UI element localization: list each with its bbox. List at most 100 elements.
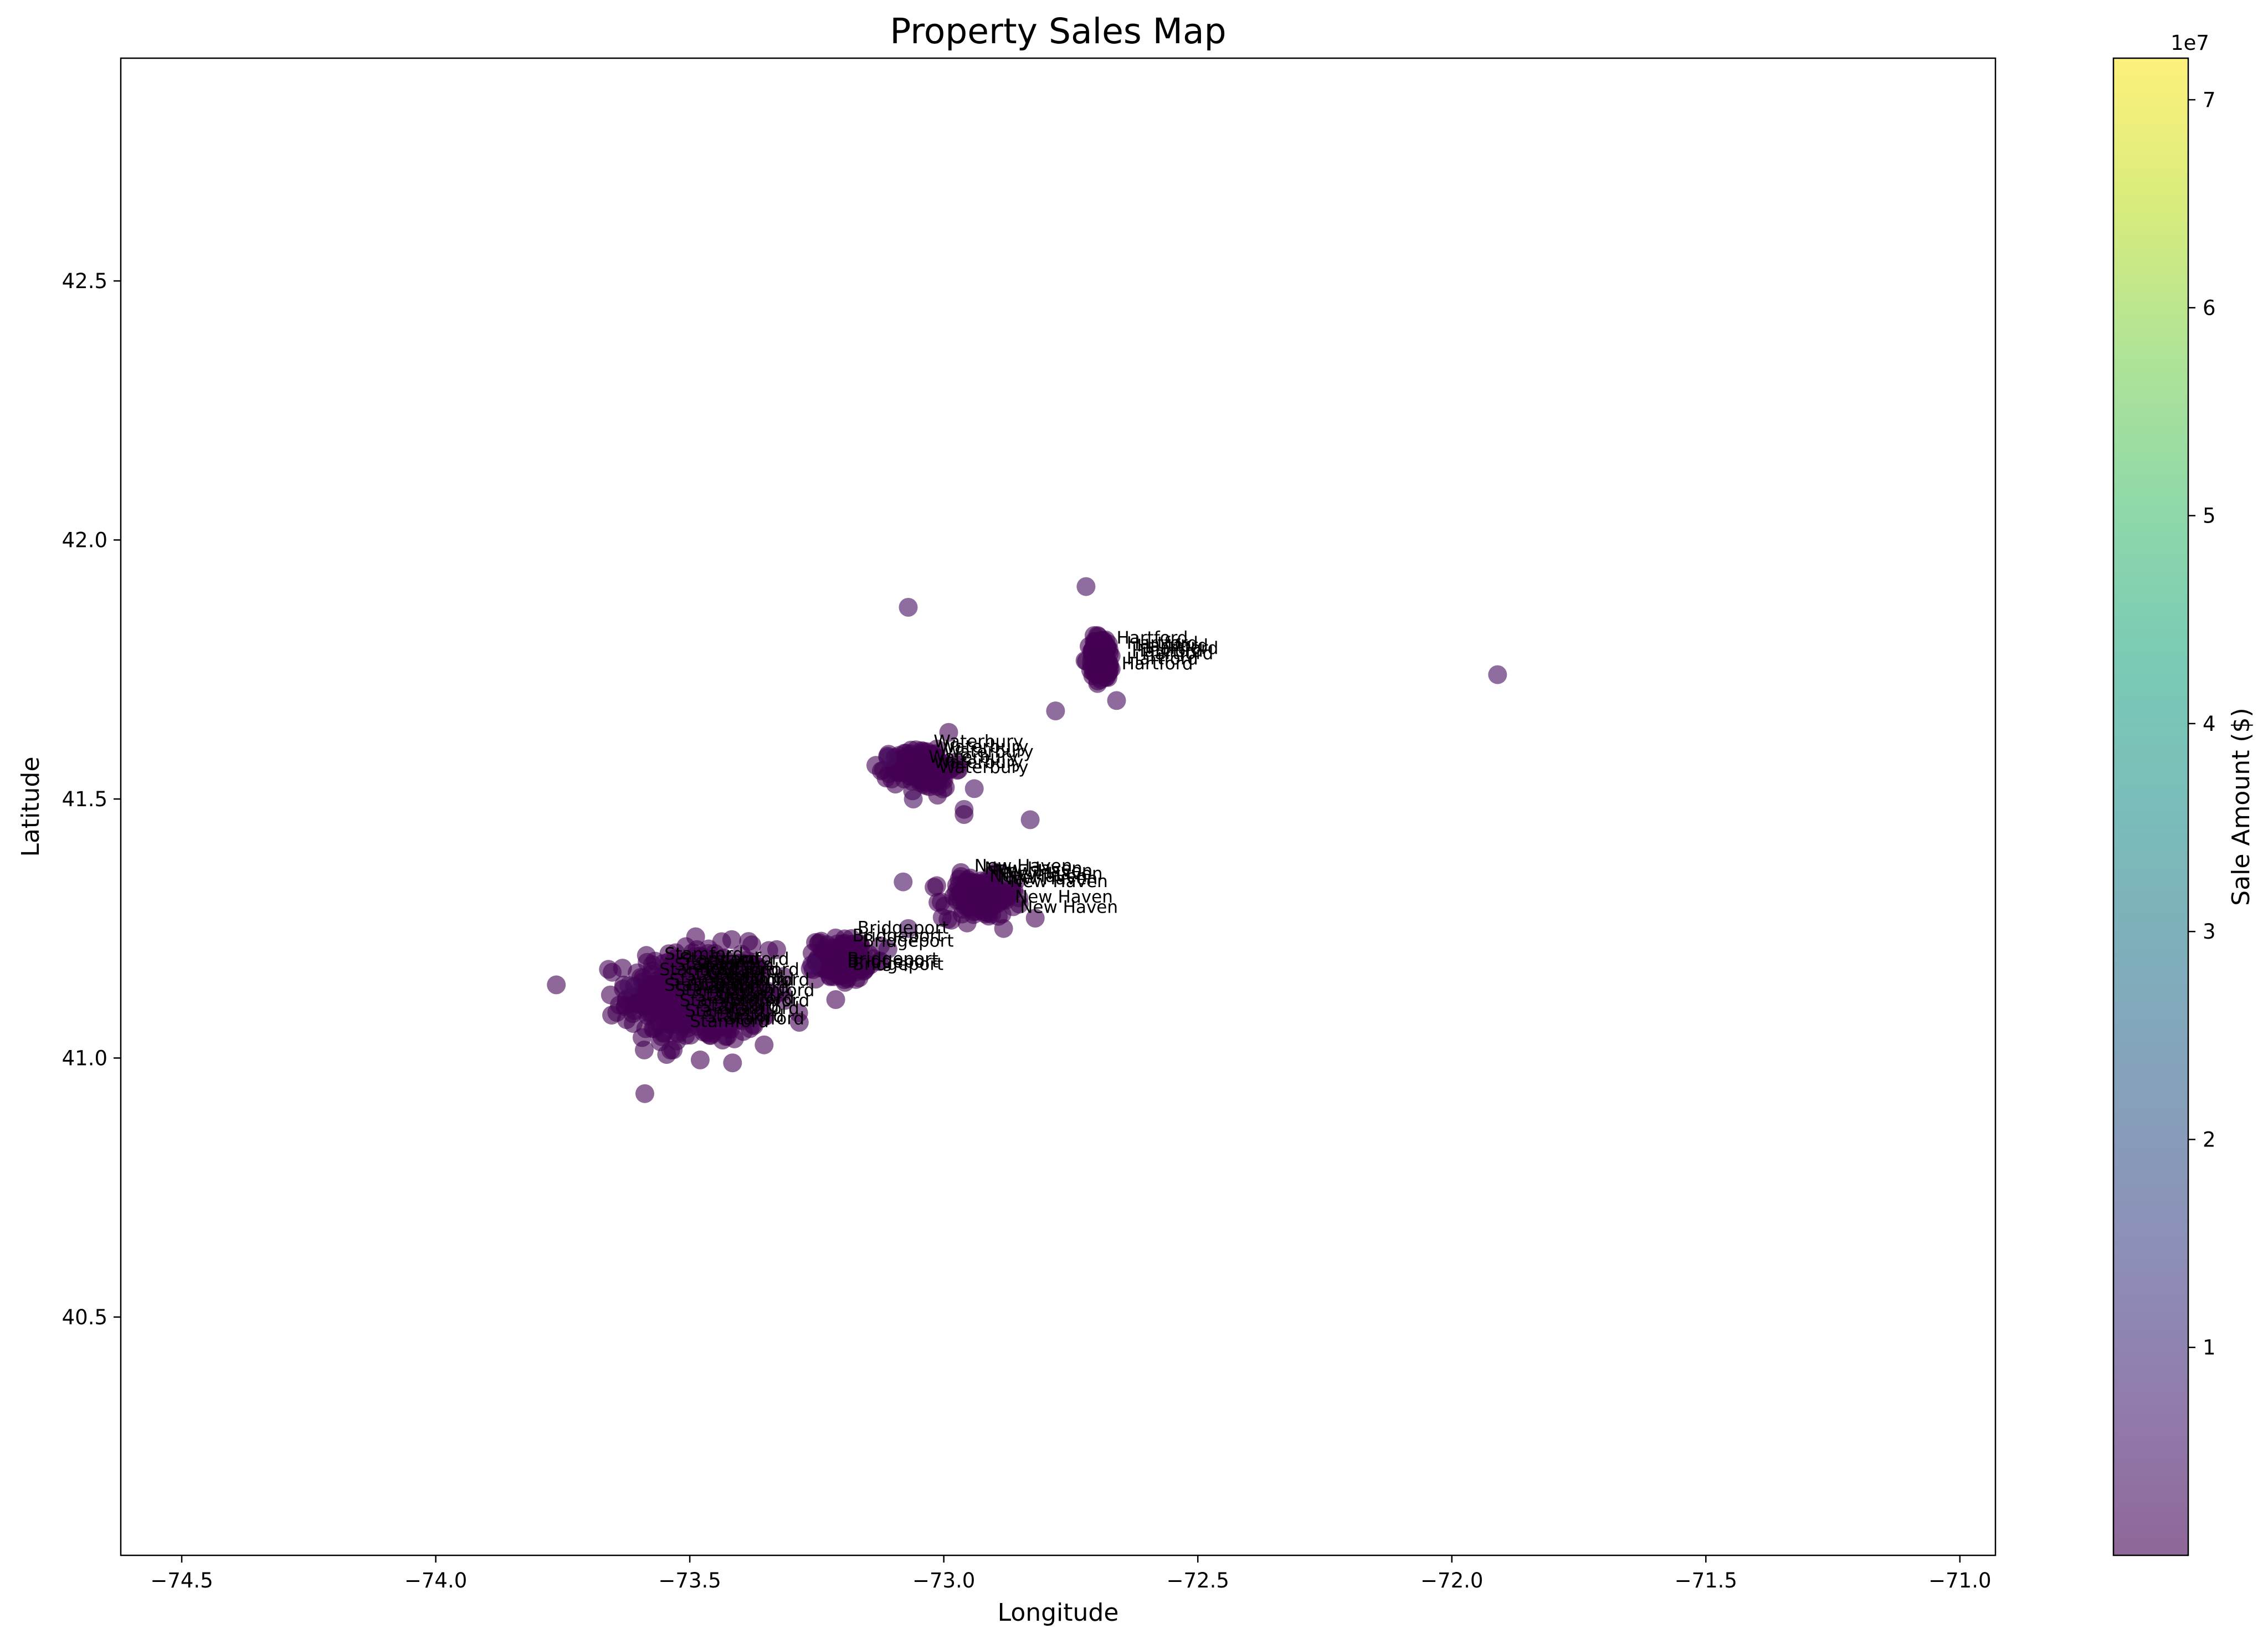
city-annotation: Stamford (664, 944, 743, 964)
sale-point (955, 805, 974, 824)
city-annotation: New Haven (1000, 869, 1098, 889)
sale-point (1488, 665, 1507, 684)
city-annotation: Stamford (700, 960, 779, 980)
city-annotation: Stamford (675, 980, 754, 1000)
city-annotation: Stamford (659, 960, 738, 980)
sale-point (939, 723, 958, 742)
city-annotation: Bridgeport (863, 931, 954, 951)
city-annotation: New Haven (974, 856, 1073, 876)
sale-point (705, 1011, 724, 1031)
city-annotation: Bridgeport (847, 952, 938, 972)
city-annotation: Stamford (685, 965, 764, 985)
city-annotation: Hartford (1147, 638, 1219, 658)
city-annotation: Hartford (1117, 628, 1188, 648)
sale-point (774, 967, 793, 986)
colorbar: 1 2 3 4 5 6 7 1e7 Sale Amount ($) (2112, 31, 2255, 1556)
sale-point (980, 895, 999, 914)
sale-point (613, 959, 632, 978)
sale-point (901, 744, 921, 764)
sale-point (657, 1005, 676, 1024)
sale-point (967, 886, 986, 905)
sale-point (864, 949, 883, 968)
city-annotation: Bridgeport (853, 926, 944, 946)
x-tick-label: −74.0 (404, 1569, 467, 1592)
sale-point (756, 1006, 776, 1026)
city-annotation: Stamford (705, 967, 784, 987)
city-annotation: Hartford (1132, 641, 1203, 661)
sale-point (789, 1013, 809, 1032)
x-tick-label: −73.5 (658, 1569, 721, 1592)
sale-point (836, 952, 855, 972)
city-annotation: Bridgeport (858, 918, 949, 938)
city-annotation: Waterbury (939, 737, 1029, 757)
city-annotation: Stamford (731, 991, 810, 1011)
city-annotation: Hartford (1127, 633, 1198, 653)
city-annotation: New Haven (989, 867, 1087, 887)
city-annotation: Stamford (664, 975, 743, 995)
city-annotation: Waterbury (933, 732, 1023, 752)
sale-point (767, 940, 786, 959)
city-annotation: Bridgeport (853, 955, 944, 975)
sale-point (694, 997, 714, 1017)
city-annotation: Stamford (710, 978, 789, 998)
city-annotation: New Haven (1015, 887, 1113, 907)
sale-point (950, 869, 969, 889)
city-annotation: New Haven (994, 861, 1092, 881)
sale-point (617, 1010, 636, 1030)
y-axis-label: Latitude (17, 756, 45, 857)
city-annotation: Stamford (700, 996, 779, 1016)
city-annotation: Stamford (710, 949, 789, 969)
y-tick-label: 40.5 (62, 1305, 107, 1329)
colorbar-tick-label: 1 (2203, 1336, 2216, 1360)
colorbar-tick-label: 6 (2203, 296, 2216, 320)
sale-point (1046, 701, 1065, 720)
sale-point (752, 965, 771, 984)
x-tick-label: −71.5 (1675, 1569, 1737, 1592)
sale-point (687, 940, 706, 959)
chart-title: Property Sales Map (890, 11, 1226, 52)
sale-point (723, 1006, 742, 1026)
sale-point (654, 1023, 673, 1043)
sale-point (920, 777, 939, 796)
sale-point (894, 872, 913, 892)
sale-point (696, 957, 716, 976)
city-annotation: New Haven (1010, 872, 1108, 892)
sale-point (879, 764, 899, 783)
city-annotation: Waterbury (944, 742, 1034, 762)
x-tick-label: −74.5 (150, 1569, 213, 1592)
sale-point (878, 748, 897, 767)
colorbar-label: Sale Amount ($) (2227, 708, 2255, 905)
sale-point (809, 934, 828, 954)
sale-point (942, 910, 961, 930)
city-annotation: Stamford (731, 970, 810, 990)
sale-point (680, 977, 699, 997)
sale-point (850, 934, 869, 953)
city-annotation: Hartford (1122, 654, 1193, 674)
sale-point (1020, 810, 1040, 829)
sale-point (690, 1050, 710, 1069)
city-annotation: Waterbury (939, 757, 1029, 777)
sale-point (646, 984, 665, 1003)
city-annotation: Stamford (669, 970, 748, 990)
city-annotation: Stamford (675, 955, 754, 975)
sale-point (759, 982, 778, 1001)
city-annotation: Hartford (1127, 649, 1198, 669)
colorbar-offset-text: 1e7 (2170, 31, 2209, 55)
sale-point (952, 892, 971, 911)
sale-point (666, 943, 685, 962)
sale-point (899, 919, 918, 938)
sale-point (949, 760, 968, 779)
sale-point (802, 955, 822, 975)
colorbar-ticks: 1 2 3 4 5 6 7 (2188, 88, 2216, 1360)
city-annotation: Waterbury (928, 747, 1018, 767)
sale-point (826, 990, 845, 1009)
city-annotation: Stamford (720, 998, 799, 1018)
sale-point (900, 766, 920, 786)
city-annotation: Stamford (690, 1011, 769, 1031)
colorbar-tick-label: 3 (2203, 920, 2216, 944)
sale-point (657, 1045, 676, 1064)
city-annotation: New Haven (1005, 864, 1103, 884)
y-tick-label: 41.5 (62, 787, 107, 811)
x-axis-ticks: −74.5 −74.0 −73.5 −73.0 −72.5 −72.0 −71.5 −71.0 (150, 1555, 1992, 1592)
